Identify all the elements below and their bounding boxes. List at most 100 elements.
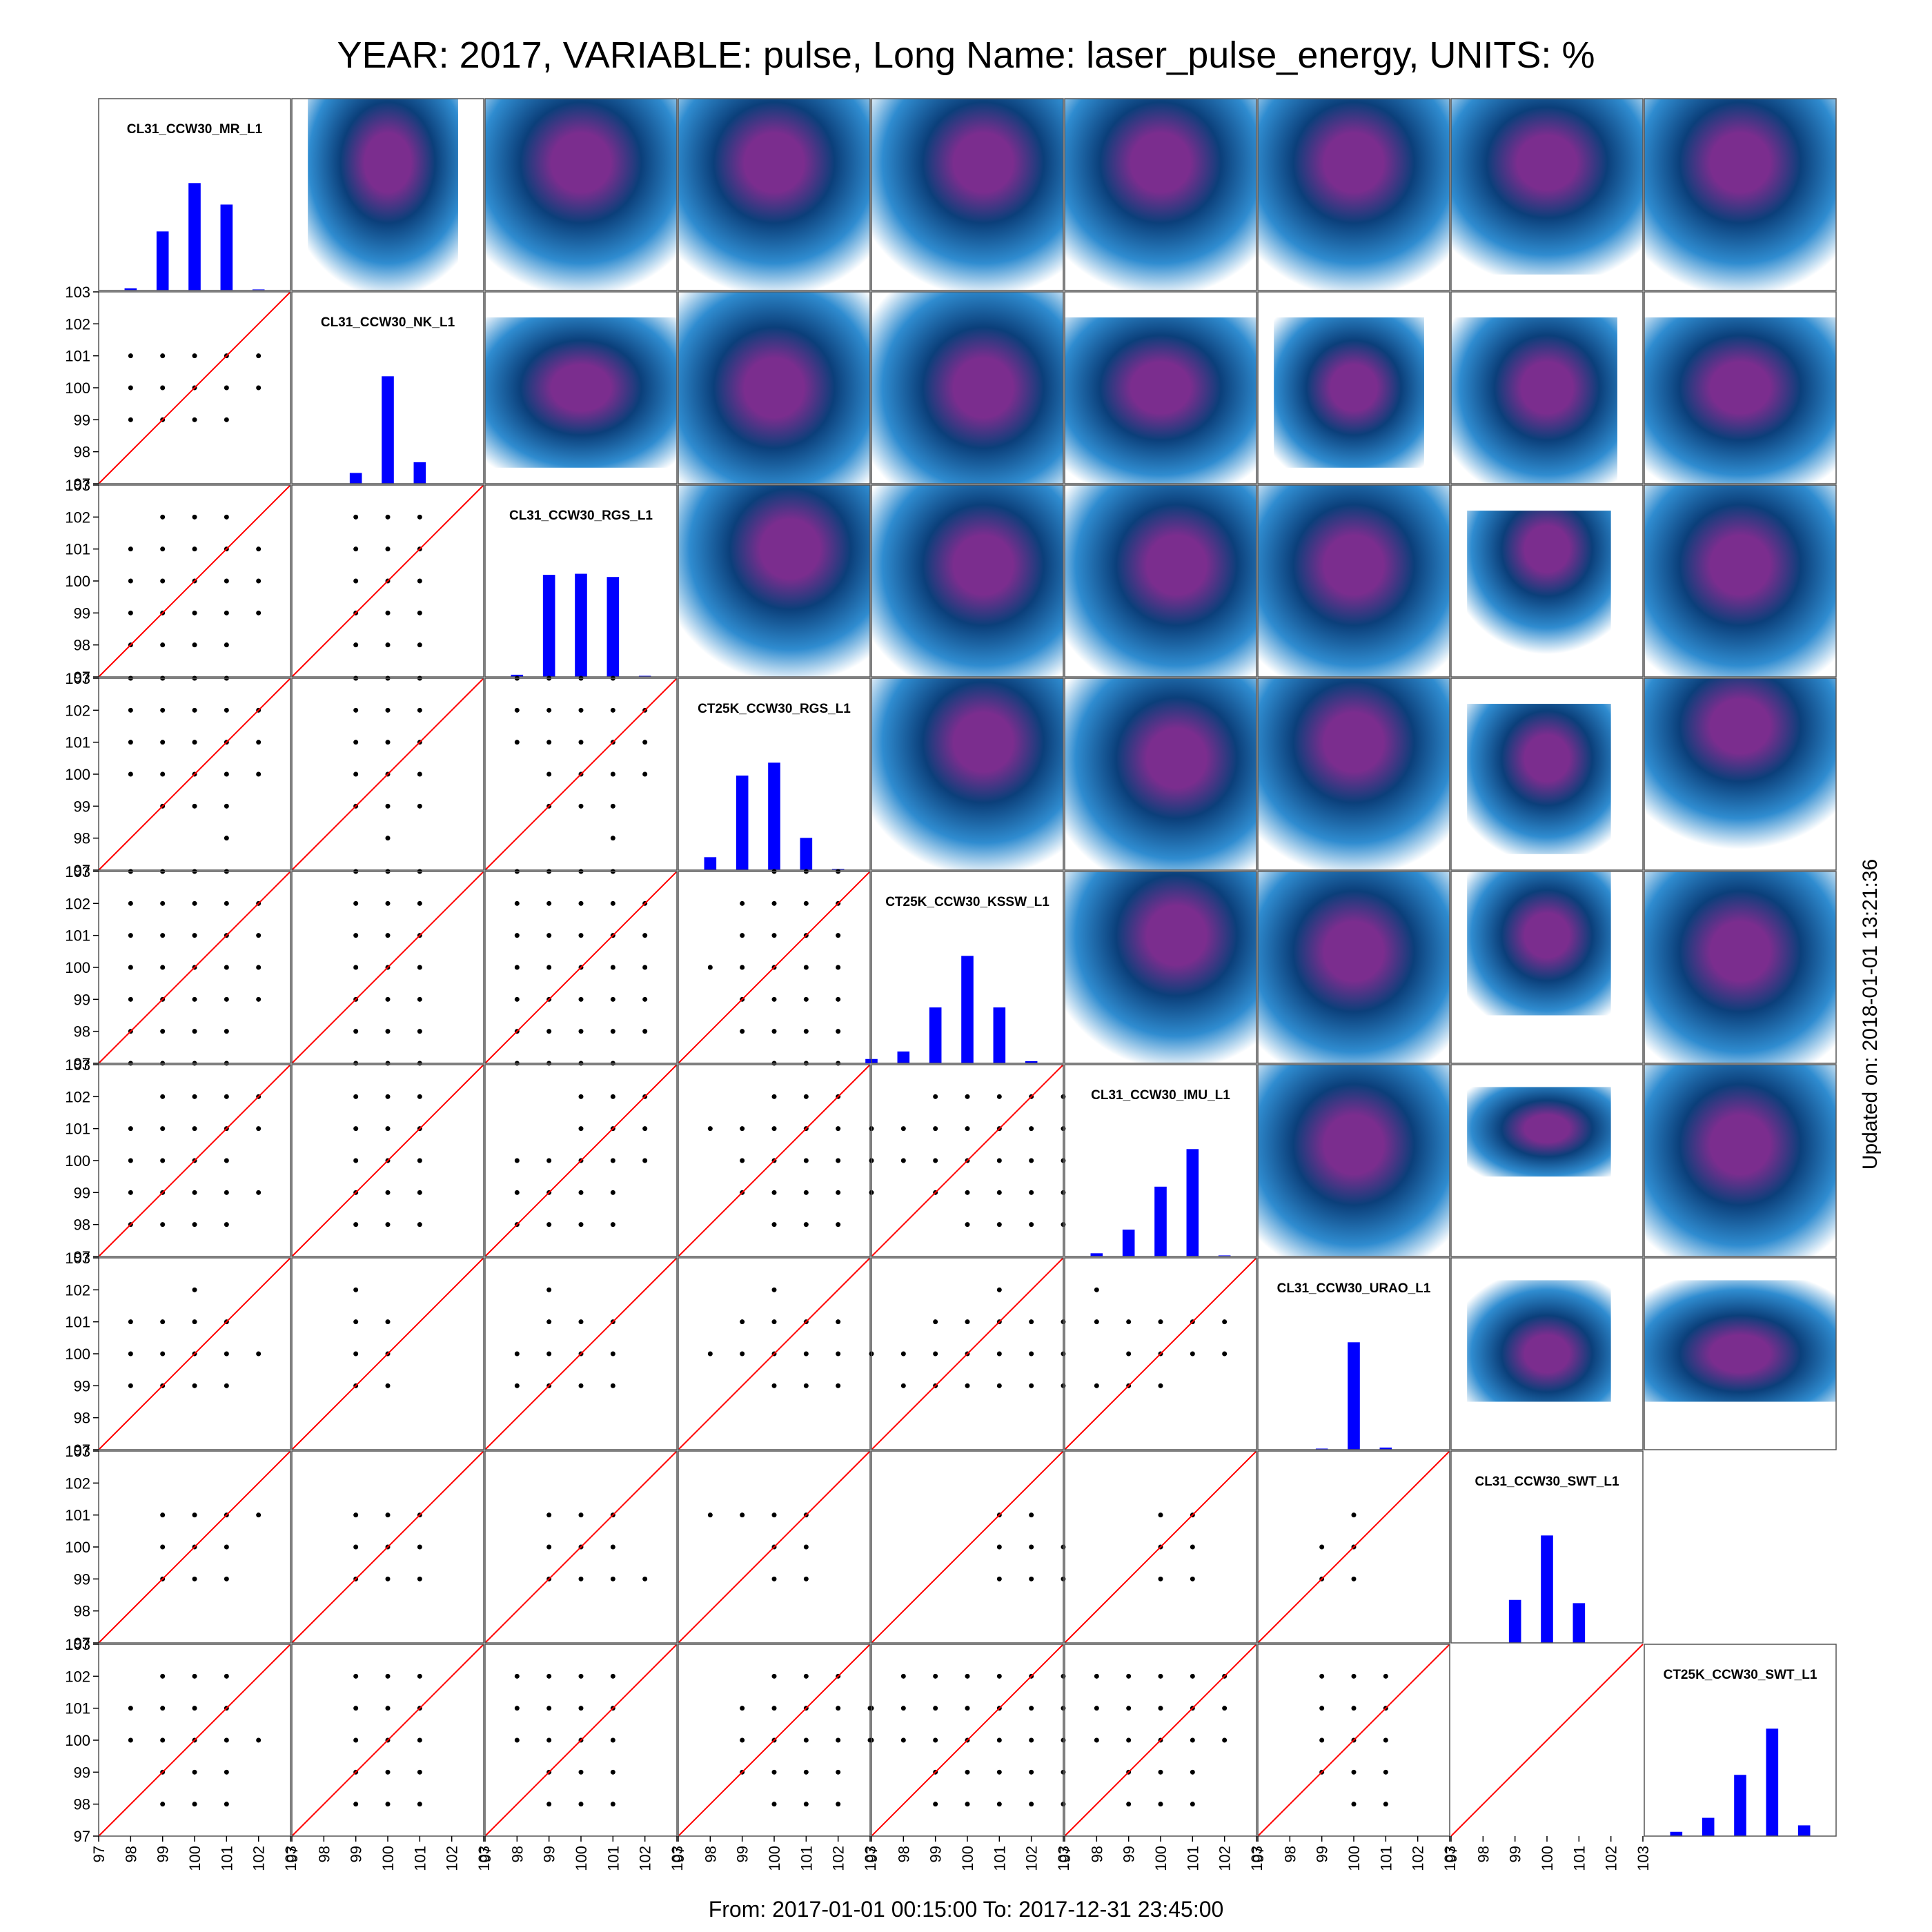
density-surface xyxy=(1258,99,1450,290)
scatter-point xyxy=(224,1673,229,1679)
panel-r6-c6: CL31_CCW30_URAO_L1 xyxy=(1257,1257,1450,1450)
panel-frame xyxy=(871,1064,1064,1257)
scatter-point xyxy=(385,1126,391,1132)
scatter-point xyxy=(803,1737,809,1743)
scatter-point xyxy=(771,1126,777,1132)
identity-line xyxy=(678,1450,871,1644)
panel-frame xyxy=(1064,871,1257,1064)
scatter-point xyxy=(128,1706,133,1711)
scatter-point xyxy=(900,1673,906,1679)
scatter-point xyxy=(578,1769,584,1775)
x-tick-label: 99 xyxy=(1314,1846,1331,1862)
scatter-point xyxy=(192,1094,197,1099)
panel-r6-c8 xyxy=(1644,1257,1837,1450)
scatter-point xyxy=(417,578,422,584)
panel-r5-c3 xyxy=(678,1064,871,1257)
panel-frame xyxy=(484,871,678,1064)
scatter-point xyxy=(965,1706,970,1711)
scatter-point xyxy=(803,1222,809,1228)
scatter-point xyxy=(1094,1673,1099,1679)
histogram-bar xyxy=(1379,1447,1392,1450)
panel-r5-c0 xyxy=(98,1064,291,1257)
scatter-point xyxy=(160,1737,166,1743)
panel-r3-c2 xyxy=(484,676,678,871)
scatter-point xyxy=(1126,1737,1132,1743)
scatter-point xyxy=(160,707,166,713)
y-tick-label: 103 xyxy=(65,863,90,880)
identity-line xyxy=(98,871,291,1064)
panel-frame xyxy=(1644,678,1837,871)
scatter-point xyxy=(417,771,422,777)
panel-frame xyxy=(871,291,1064,484)
scatter-point xyxy=(1029,1544,1034,1550)
density-surface xyxy=(1065,317,1256,484)
scatter-point xyxy=(610,965,615,970)
scatter-point xyxy=(610,836,615,841)
panel-r4-c7 xyxy=(1450,871,1644,1064)
panel-r4-c8 xyxy=(1644,871,1837,1064)
identity-line xyxy=(1064,1644,1257,1837)
density-surface xyxy=(1451,317,1617,484)
scatter-point xyxy=(900,1383,906,1388)
x-tick-label: 97 xyxy=(1443,1846,1460,1862)
panel-frame xyxy=(678,1450,871,1644)
density-surface xyxy=(1065,678,1256,870)
panel-r6-c7 xyxy=(1450,1257,1644,1450)
scatter-point xyxy=(1222,1319,1228,1325)
identity-line xyxy=(98,678,291,871)
scatter-point xyxy=(578,1576,584,1581)
y-tick-label: 103 xyxy=(65,284,90,301)
y-tick-label: 103 xyxy=(65,477,90,494)
scatter-point xyxy=(192,1190,197,1195)
scatter-point xyxy=(353,1222,359,1228)
scatter-point xyxy=(803,1544,809,1550)
panel-frame xyxy=(291,871,484,1064)
x-tick-label: 102 xyxy=(1410,1846,1427,1871)
scatter-point xyxy=(160,1512,166,1518)
scatter-point xyxy=(256,385,262,391)
scatter-point xyxy=(514,1351,520,1357)
scatter-point xyxy=(1158,1706,1163,1711)
y-tick-label: 101 xyxy=(65,348,90,365)
scatter-point xyxy=(1158,1512,1163,1518)
scatter-point xyxy=(192,1383,197,1388)
scatter-point xyxy=(128,1158,133,1163)
x-tick-label: 97 xyxy=(1250,1846,1267,1862)
panel-r8-c4 xyxy=(869,1644,1066,1837)
identity-line xyxy=(678,871,871,1064)
scatter-point xyxy=(965,1319,970,1325)
panel-r2-c2: CL31_CCW30_RGS_L1 xyxy=(484,484,678,678)
panel-r0-c3 xyxy=(678,98,871,291)
scatter-point xyxy=(192,740,197,745)
panel-r1-c1: CL31_CCW30_NK_L1 xyxy=(291,291,484,484)
histogram-bar xyxy=(511,674,524,677)
scatter-point xyxy=(771,900,777,906)
scatter-point xyxy=(771,1222,777,1228)
scatter-point xyxy=(160,1351,166,1357)
density-surface xyxy=(1258,871,1450,1063)
scatter-point xyxy=(578,996,584,1002)
histogram-bar xyxy=(736,776,749,870)
panel-frame xyxy=(1064,1450,1257,1644)
scatter-point xyxy=(803,965,809,970)
scatter-point xyxy=(1190,1544,1195,1550)
scatter-point xyxy=(224,900,229,906)
scatter-point xyxy=(192,1673,197,1679)
scatter-point xyxy=(1094,1737,1099,1743)
x-tick-label: 102 xyxy=(830,1846,847,1871)
scatter-point xyxy=(546,900,552,906)
histogram-bar xyxy=(1025,1061,1038,1063)
panel-r1-c3 xyxy=(678,291,871,484)
scatter-point xyxy=(417,1544,422,1550)
scatter-point xyxy=(160,1673,166,1679)
panel-r5-c7 xyxy=(1450,1064,1644,1257)
x-tick-label: 99 xyxy=(1507,1846,1524,1862)
x-tick-label: 100 xyxy=(1539,1846,1556,1871)
panel-frame xyxy=(1450,1257,1644,1450)
scatter-point xyxy=(1319,1706,1325,1711)
scatter-point xyxy=(965,1094,970,1099)
scatter-point xyxy=(578,1512,584,1518)
scatter-point xyxy=(160,1319,166,1325)
scatter-point xyxy=(707,1512,713,1518)
scatter-point xyxy=(771,933,777,938)
